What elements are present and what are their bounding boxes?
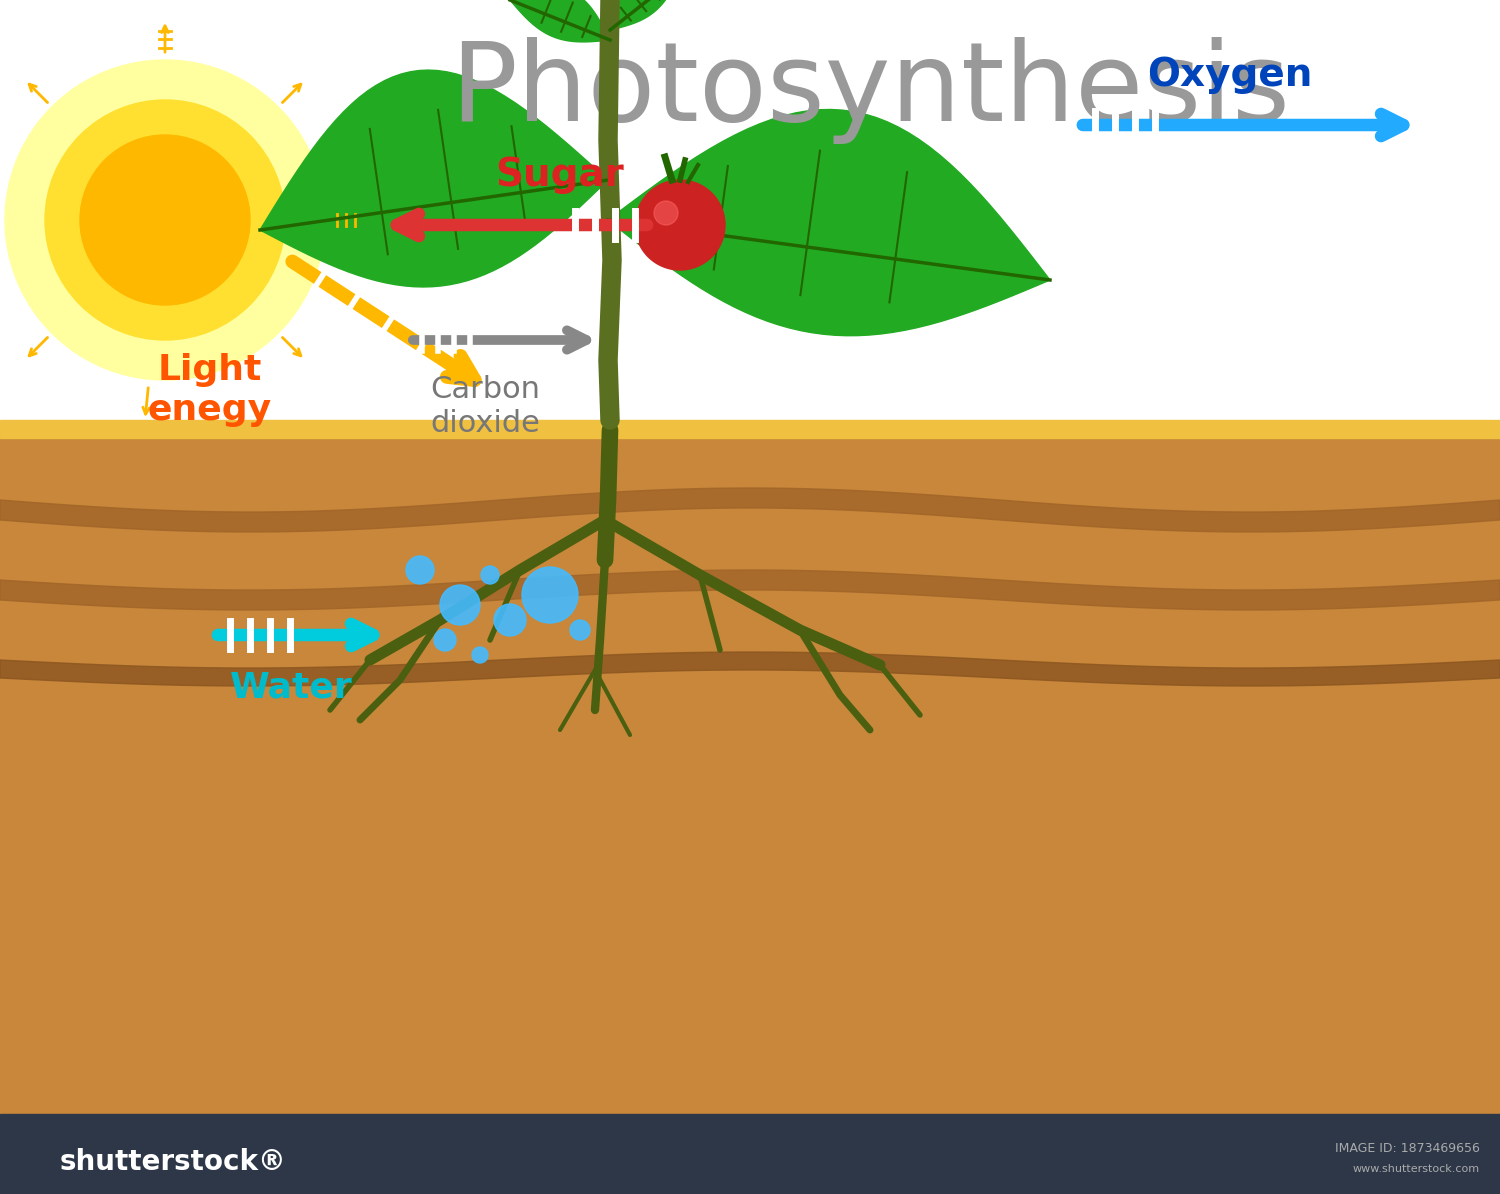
Text: shutterstock®: shutterstock® [60,1147,286,1176]
Text: Carbon
dioxide: Carbon dioxide [430,375,540,437]
Polygon shape [610,0,680,30]
Circle shape [654,201,678,224]
Polygon shape [0,488,1500,533]
Text: Light
enegy: Light enegy [148,353,272,426]
Circle shape [522,567,578,623]
Text: Sugar: Sugar [495,156,624,193]
Text: www.shutterstock.com: www.shutterstock.com [1353,1164,1480,1174]
Bar [0,1114,1500,1194]
Circle shape [433,629,456,651]
Bar [0,438,1500,1114]
Polygon shape [510,0,610,42]
Ellipse shape [80,135,251,304]
Polygon shape [0,570,1500,610]
Circle shape [406,556,433,584]
Polygon shape [260,70,608,287]
Text: Oxygen: Oxygen [1148,56,1312,94]
Circle shape [440,585,480,624]
Circle shape [570,620,590,640]
Bar [0,420,1500,438]
Text: IMAGE ID: 1873469656: IMAGE ID: 1873469656 [1335,1143,1480,1156]
Circle shape [482,566,500,584]
Circle shape [634,180,724,270]
Bar [0,0,1500,420]
Ellipse shape [45,100,285,340]
Text: Photosynthesis: Photosynthesis [450,37,1290,143]
Polygon shape [608,110,1050,336]
Circle shape [494,604,526,636]
Text: Water: Water [230,670,352,704]
Circle shape [472,647,488,663]
Polygon shape [0,652,1500,687]
Ellipse shape [4,60,326,380]
